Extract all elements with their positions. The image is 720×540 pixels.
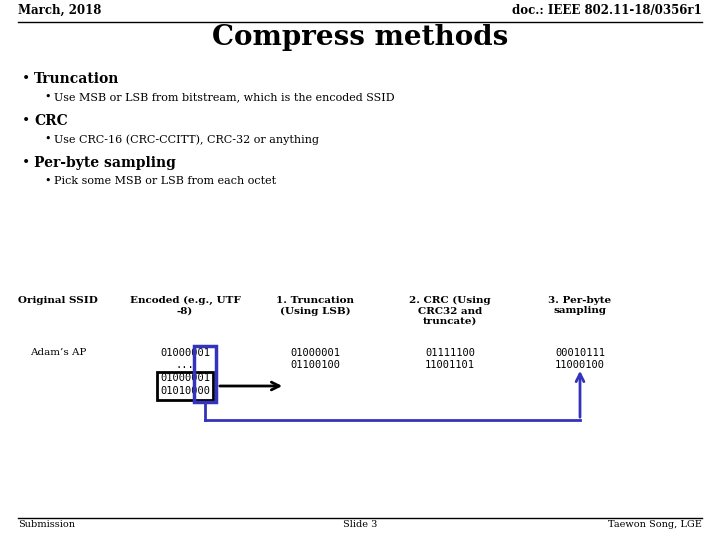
Text: 00010111: 00010111 [555, 348, 605, 358]
Text: 01000001: 01000001 [160, 348, 210, 358]
Text: CRC: CRC [34, 114, 68, 128]
Text: Compress methods: Compress methods [212, 24, 508, 51]
Text: Pick some MSB or LSB from each octet: Pick some MSB or LSB from each octet [54, 176, 276, 186]
Text: Use MSB or LSB from bitstream, which is the encoded SSID: Use MSB or LSB from bitstream, which is … [54, 92, 395, 102]
Text: 01010000: 01010000 [160, 386, 210, 396]
Text: •: • [22, 72, 30, 86]
Text: Truncation: Truncation [34, 72, 120, 86]
Text: Taewon Song, LGE: Taewon Song, LGE [608, 520, 702, 529]
Text: 01000001: 01000001 [290, 348, 340, 358]
Text: Use CRC-16 (CRC-CCITT), CRC-32 or anything: Use CRC-16 (CRC-CCITT), CRC-32 or anythi… [54, 134, 319, 145]
Text: 2. CRC (Using
CRC32 and
truncate): 2. CRC (Using CRC32 and truncate) [409, 296, 491, 326]
Text: 01000001: 01000001 [160, 373, 210, 383]
Text: Encoded (e.g., UTF
-8): Encoded (e.g., UTF -8) [130, 296, 240, 315]
Text: 01100100: 01100100 [290, 360, 340, 370]
Text: 11001101: 11001101 [425, 360, 475, 370]
Text: Per-byte sampling: Per-byte sampling [34, 156, 176, 170]
Text: Original SSID: Original SSID [18, 296, 98, 305]
Text: •: • [22, 156, 30, 170]
Text: March, 2018: March, 2018 [18, 4, 102, 17]
Bar [194, 346, 216, 402]
Text: 1. Truncation
(Using LSB): 1. Truncation (Using LSB) [276, 296, 354, 315]
Bar [157, 372, 213, 400]
Text: Submission: Submission [18, 520, 75, 529]
Text: ...: ... [176, 360, 194, 370]
Text: •: • [44, 134, 50, 144]
Text: •: • [44, 92, 50, 102]
Text: 3. Per-byte
sampling: 3. Per-byte sampling [549, 296, 611, 315]
Text: doc.: IEEE 802.11-18/0356r1: doc.: IEEE 802.11-18/0356r1 [512, 4, 702, 17]
Text: 01111100: 01111100 [425, 348, 475, 358]
Text: Adam’s AP: Adam’s AP [30, 348, 86, 357]
Text: 11000100: 11000100 [555, 360, 605, 370]
Text: Slide 3: Slide 3 [343, 520, 377, 529]
Text: •: • [22, 114, 30, 128]
Text: •: • [44, 176, 50, 186]
